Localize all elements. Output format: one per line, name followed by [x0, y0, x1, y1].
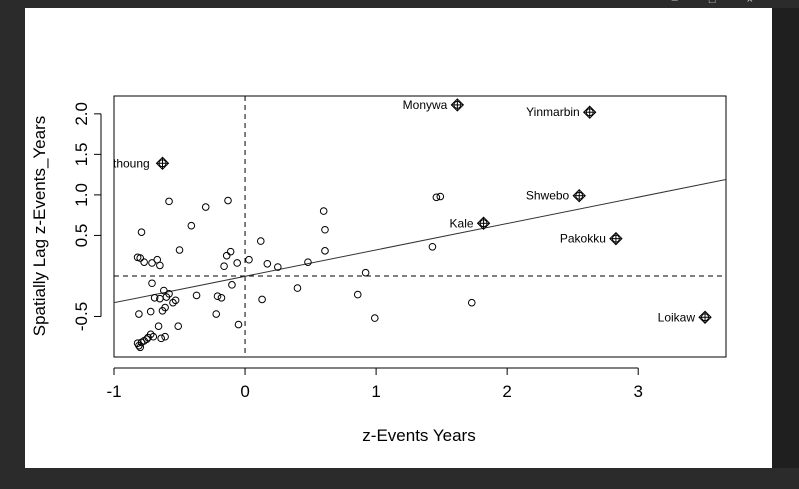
minimize-icon[interactable]: –	[671, 0, 692, 6]
right-margin	[772, 8, 799, 489]
labeled-point: Yinmarbin	[526, 105, 597, 119]
labeled-point: Shwebo	[526, 189, 586, 203]
scatter-point	[156, 261, 164, 270]
scatter-point	[428, 242, 437, 251]
scatter-point	[169, 298, 177, 307]
scatter-point	[226, 247, 235, 256]
y-tick-label: 0.5	[72, 224, 91, 248]
scatter-point	[319, 207, 328, 215]
point-label: Pakokku	[560, 232, 606, 246]
scatter-point	[361, 268, 370, 277]
scatter-point	[432, 193, 441, 202]
scatter-point	[149, 332, 158, 341]
scatter-point	[370, 314, 379, 322]
point-label: Kale	[450, 216, 474, 230]
x-axis-label: z-Events Years	[362, 426, 475, 445]
x-tick-label: 1	[371, 382, 380, 401]
scatter-point	[222, 251, 231, 260]
y-tick-label: 2.0	[72, 102, 91, 126]
scatter-point	[148, 279, 156, 288]
scatter-point	[274, 263, 282, 271]
point-label: Shwebo	[526, 189, 570, 203]
scatter-point	[436, 192, 445, 201]
y-tick-label: 1.0	[72, 183, 91, 207]
scatter-point	[171, 296, 180, 305]
scatter-point	[142, 335, 151, 343]
labeled-point: Monywa	[403, 98, 465, 112]
scatter-point	[161, 303, 169, 312]
point-label: Loikaw	[658, 310, 696, 324]
scatter-point	[467, 298, 476, 307]
labeled-point: Kale	[450, 216, 491, 230]
window-top-bar: – □ ×	[0, 0, 799, 8]
point-label: Monywa	[403, 98, 448, 112]
y-tick-label: 1.5	[72, 143, 91, 167]
labeled-point: thoung	[113, 156, 170, 170]
x-axis: -1 0 1 2 3	[106, 367, 643, 401]
scatter-point	[353, 290, 362, 299]
scatter-point	[228, 281, 236, 289]
reference-lines	[114, 96, 726, 357]
scatter-point	[234, 320, 243, 329]
scatter-point	[150, 294, 159, 302]
bottom-margin	[0, 468, 799, 489]
scatter-point	[146, 307, 155, 316]
y-axis: -0.5 0.5 1.0 1.5 2.0	[72, 102, 102, 331]
scatter-point	[165, 197, 173, 206]
scatter-point	[201, 203, 210, 211]
scatter-point	[212, 310, 221, 318]
scatter-point	[220, 262, 228, 271]
scatter-point	[140, 258, 148, 266]
scatter-point	[224, 196, 232, 205]
point-label: Yinmarbin	[526, 105, 580, 119]
y-tick-label: -0.5	[72, 302, 91, 331]
scatter-point	[192, 291, 201, 300]
window-controls[interactable]: – □ ×	[672, 0, 767, 6]
regression-line	[114, 178, 726, 304]
plot-panel: Monywa Yinmarbin thoung Shwebo Kale Pakokku Lo…	[25, 8, 772, 468]
x-tick-label: -1	[106, 382, 121, 401]
scatter-point	[146, 330, 155, 339]
scatter-point	[175, 246, 184, 254]
scatter-point	[136, 343, 145, 352]
close-icon[interactable]: ×	[746, 0, 767, 6]
labeled-points-group: Monywa Yinmarbin thoung Shwebo Kale Pakokku Lo…	[113, 98, 712, 324]
scatter-point	[136, 254, 145, 262]
scatter-point	[187, 221, 196, 230]
regression-line-group	[114, 178, 726, 304]
point-label: thoung	[113, 156, 150, 170]
scatter-point	[217, 294, 226, 302]
labeled-point: Loikaw	[658, 310, 712, 324]
scatter-point	[174, 322, 183, 330]
labeled-point: Pakokku	[560, 232, 623, 246]
scatter-point	[137, 228, 146, 236]
x-tick-label: 0	[240, 382, 249, 401]
scatter-point	[245, 255, 253, 264]
scatter-point	[156, 294, 164, 303]
scatter-point	[161, 332, 169, 341]
scatter-point	[154, 322, 163, 330]
maximize-icon[interactable]: □	[708, 0, 730, 6]
moran-scatter-plot: Monywa Yinmarbin thoung Shwebo Kale Pakokku Lo…	[30, 95, 727, 445]
scatter-point	[293, 284, 302, 292]
scatter-point	[159, 286, 168, 295]
scatter-point	[256, 237, 265, 245]
scatter-point	[135, 310, 143, 318]
scatter-point	[304, 258, 312, 266]
scatter-point	[321, 247, 329, 255]
scatter-point	[263, 259, 272, 268]
plot-box	[113, 95, 727, 358]
points-group	[133, 192, 476, 352]
scatter-point	[213, 292, 222, 301]
scatter-point	[258, 295, 266, 304]
scatter-point	[157, 334, 165, 343]
scatter-point	[233, 259, 241, 267]
x-tick-label: 3	[633, 382, 642, 401]
scatter-point	[321, 225, 329, 234]
y-axis-label: Spatially Lag z-Events_Years	[30, 116, 49, 337]
x-tick-label: 2	[502, 382, 511, 401]
